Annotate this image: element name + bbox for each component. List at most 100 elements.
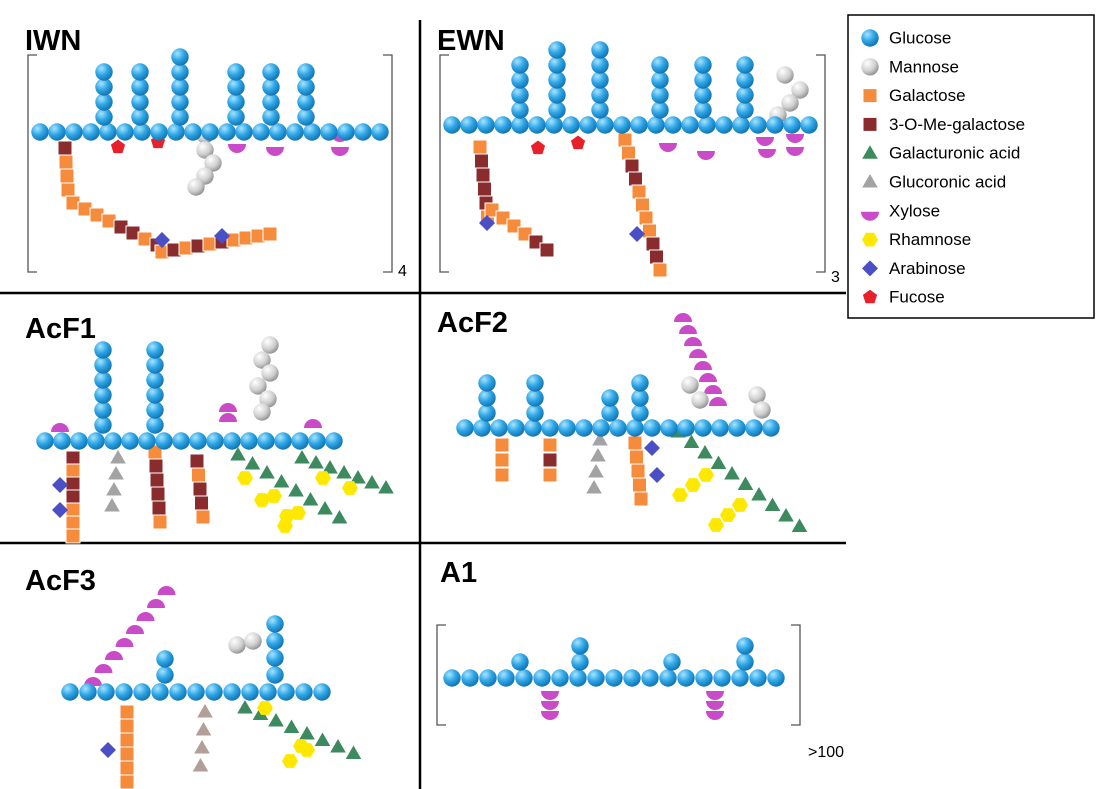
glucose: [150, 123, 168, 141]
dividers: [0, 20, 846, 789]
glucose: [171, 93, 189, 111]
glucose: [631, 374, 649, 392]
glucose: [548, 101, 566, 119]
xylose: [706, 701, 724, 710]
glucose: [133, 683, 151, 701]
galacturonic-acid: [299, 726, 315, 740]
mannose: [253, 351, 271, 369]
glucose: [647, 116, 665, 134]
glucose: [643, 419, 661, 437]
glucose: [79, 683, 97, 701]
galacturonic-acid: [230, 447, 246, 461]
rhamnose: [672, 488, 688, 502]
methyl-galactose: [151, 500, 167, 516]
rhamnose: [685, 478, 701, 492]
arabinose: [52, 502, 68, 518]
glucose: [146, 341, 164, 359]
xylose: [94, 664, 113, 673]
galactose: [627, 435, 643, 451]
xylose: [786, 134, 804, 143]
galacturonic-acid: [724, 466, 740, 480]
glucose: [511, 653, 529, 671]
fucose: [570, 135, 586, 150]
glucose: [443, 669, 461, 687]
xylose: [706, 711, 724, 720]
arabinose: [52, 477, 68, 493]
glucose: [641, 669, 659, 687]
glucose: [732, 116, 750, 134]
mannose: [244, 632, 262, 650]
methyl-galactose: [65, 489, 81, 505]
glucose: [551, 669, 569, 687]
glucose: [104, 432, 122, 450]
legend-label: Galacturonic acid: [889, 144, 1020, 163]
glucose: [227, 93, 245, 111]
galacturonic-acid: [294, 450, 310, 464]
mannose: [691, 391, 709, 409]
panel-title: EWN: [437, 25, 505, 57]
glucose: [736, 653, 754, 671]
rhamnose: [720, 508, 736, 522]
legend-icon: [862, 88, 878, 104]
glucose: [497, 669, 515, 687]
glucose: [660, 419, 678, 437]
galacturonic-acid: [317, 501, 333, 515]
glucose: [695, 669, 713, 687]
galacturonic-acid: [330, 739, 346, 753]
glucose: [116, 123, 134, 141]
glucose: [95, 63, 113, 81]
glucoronic-acid: [104, 498, 120, 512]
glucose: [596, 116, 614, 134]
galactose: [65, 463, 81, 479]
glucose: [587, 669, 605, 687]
glucose: [94, 356, 112, 374]
glucose: [131, 108, 149, 126]
glucose: [591, 56, 609, 74]
xylose: [331, 147, 349, 156]
glucose: [313, 683, 331, 701]
glucose: [155, 432, 173, 450]
mannose: [748, 386, 766, 404]
xylose: [684, 337, 702, 346]
glucose: [591, 86, 609, 104]
galacturonic-acid: [697, 445, 713, 459]
glucose: [478, 374, 496, 392]
glucose: [146, 371, 164, 389]
xylose: [694, 361, 712, 370]
glucose: [548, 86, 566, 104]
glucose: [626, 419, 644, 437]
galactose: [542, 467, 558, 483]
galactose: [635, 197, 650, 213]
panel-title: A1: [440, 557, 477, 589]
galacturonic-acid: [336, 465, 352, 479]
glucose: [677, 419, 695, 437]
galacturonic-acid: [364, 475, 380, 489]
xylose: [659, 143, 677, 152]
glucose: [681, 116, 699, 134]
glucose: [609, 419, 627, 437]
glucose: [94, 386, 112, 404]
glucose: [591, 41, 609, 59]
glucose: [443, 116, 461, 134]
glucose: [541, 419, 559, 437]
xylose: [157, 586, 176, 595]
glucose: [548, 56, 566, 74]
glucose: [171, 63, 189, 81]
galactose: [152, 514, 168, 530]
glucose: [490, 419, 508, 437]
galactose: [119, 732, 135, 748]
mannose: [776, 66, 794, 84]
glucose: [308, 432, 326, 450]
legend-label: Rhamnose: [889, 230, 971, 249]
arabinose: [629, 226, 645, 242]
legend-icon: [862, 145, 878, 159]
mannose: [204, 154, 222, 172]
glucose: [515, 669, 533, 687]
glucose: [266, 666, 284, 684]
galactose: [494, 467, 510, 483]
glucose: [223, 683, 241, 701]
xylose: [147, 599, 165, 608]
glucose: [371, 123, 389, 141]
glucoronic-acid: [590, 448, 606, 462]
glucose: [131, 63, 149, 81]
